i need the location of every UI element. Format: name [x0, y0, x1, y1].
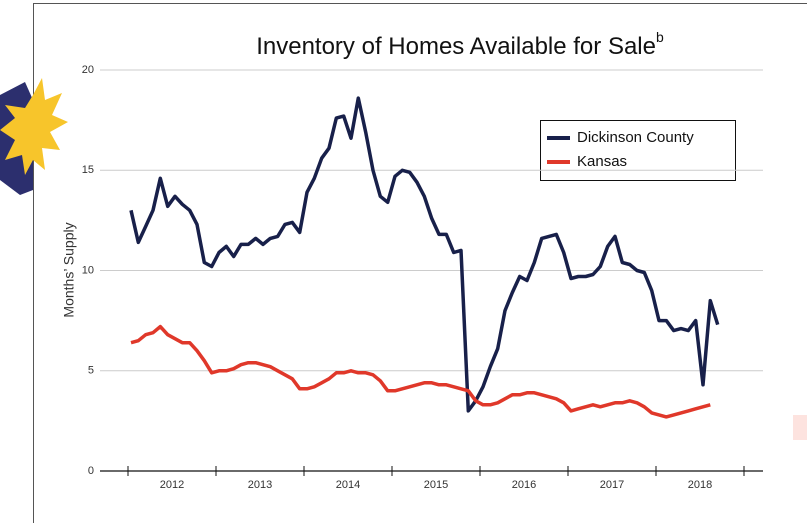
y-tick-label: 0: [88, 465, 94, 477]
y-tick-label: 20: [82, 64, 94, 76]
y-tick-label: 10: [82, 264, 94, 276]
title-text: Inventory of Homes Available for Sale: [256, 33, 656, 60]
y-tick-label: 5: [88, 365, 94, 377]
legend-label: Dickinson County: [577, 129, 694, 146]
chart-title: Inventory of Homes Available for Saleb: [256, 29, 664, 61]
x-tick-label: 2015: [424, 479, 448, 491]
title-note: b: [656, 29, 664, 45]
x-tick-label: 2016: [512, 479, 536, 491]
x-tick-label: 2013: [248, 479, 272, 491]
x-tick-label: 2018: [688, 479, 712, 491]
frame: [34, 4, 807, 524]
y-tick-label: 15: [82, 164, 94, 176]
y-axis-label: Months’ Supply: [61, 222, 77, 317]
x-tick-label: 2014: [336, 479, 360, 491]
legend-label: Kansas: [577, 153, 627, 170]
x-tick-label: 2012: [160, 479, 184, 491]
x-tick-label: 2017: [600, 479, 624, 491]
